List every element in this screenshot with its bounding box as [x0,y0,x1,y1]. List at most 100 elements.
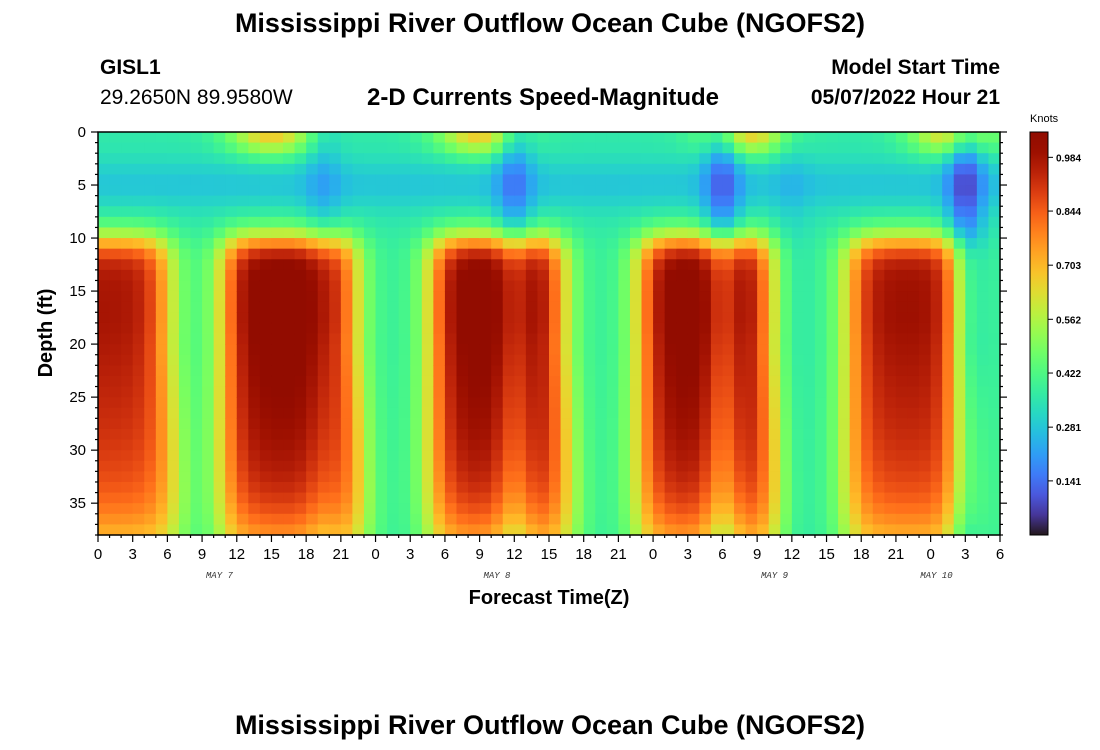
heatmap-cell [514,163,527,176]
heatmap-cell [225,354,238,366]
heatmap-cell [306,280,319,292]
heatmap-cell [687,163,700,176]
heatmap-cell [814,386,828,398]
heatmap-cell [213,386,226,398]
heatmap-cell [583,481,596,494]
heatmap-cell [687,142,700,154]
heatmap-cell [884,206,897,218]
heatmap-cell [826,174,839,186]
heatmap-cell [225,471,238,483]
heatmap-cell [433,132,446,144]
heatmap-cell [144,185,157,197]
heatmap-cell [421,344,434,356]
heatmap-cell [791,216,805,229]
heatmap-cell [248,142,261,154]
heatmap-cell [352,216,365,229]
heatmap-cell [768,397,781,409]
heatmap-cell [907,439,920,451]
heatmap-cell [884,216,897,229]
heatmap-cell [653,439,666,451]
heatmap-cell [676,312,689,324]
heatmap-cell [710,344,724,356]
heatmap-cell [734,216,747,229]
heatmap-cell [132,185,145,197]
heatmap-cell [884,312,897,324]
heatmap-cell [537,185,550,197]
heatmap-cell [213,301,226,313]
heatmap-cell [283,174,296,186]
colorbar-tick-label: 0.562 [1056,315,1081,326]
heatmap-cell [248,375,261,388]
heatmap-cell [849,524,862,536]
heatmap-cell [271,163,284,176]
heatmap-cell [976,365,990,377]
heatmap-cell [202,513,215,525]
heatmap-cell [479,153,492,165]
heatmap-cell [803,428,816,441]
heatmap-cell [202,450,215,462]
heatmap-cell [653,280,666,292]
heatmap-cell [710,386,724,398]
heatmap-cell [190,481,203,494]
heatmap-cell [583,428,596,441]
heatmap-cell [167,174,180,186]
heatmap-cell [976,418,990,430]
heatmap-cell [722,163,735,176]
heatmap-cell [271,248,284,260]
heatmap-cell [826,503,839,515]
heatmap-cell [734,460,747,472]
heatmap-cell [583,312,596,324]
heatmap-cell [202,153,215,165]
heatmap-cell [525,344,539,356]
heatmap-cell [780,450,793,462]
heatmap-cell [814,322,828,335]
heatmap-cell [202,386,215,398]
heatmap-cell [965,269,978,282]
heatmap-cell [456,291,469,303]
heatmap-cell [225,227,238,239]
heatmap-cell [375,513,388,525]
heatmap-cell [838,301,851,313]
heatmap-cell [202,524,215,536]
heatmap-cell [884,132,897,144]
heatmap-cell [317,132,330,144]
heatmap-cell [861,206,874,218]
heatmap-cell [676,280,689,292]
heatmap-cell [872,492,885,504]
heatmap-cell [919,418,932,430]
heatmap-cell [236,460,249,472]
heatmap-cell [919,174,932,186]
heatmap-cell [872,386,885,398]
heatmap-cell [907,344,920,356]
heatmap-cell [398,206,411,218]
heatmap-cell [363,142,377,154]
heatmap-cell [549,312,562,324]
heatmap-cell [410,481,423,494]
heatmap-cell [502,163,515,176]
heatmap-cell [895,428,909,441]
heatmap-cell [225,450,238,462]
heatmap-cell [294,269,307,282]
heatmap-cell [653,407,666,419]
heatmap-cell [109,248,122,260]
heatmap-cell [410,418,423,430]
heatmap-cell [549,513,562,525]
heatmap-cell [884,185,897,197]
heatmap-cell [780,312,793,324]
heatmap-cell [826,185,839,197]
heatmap-cell [537,153,550,165]
heatmap-cell [895,238,909,250]
heatmap-cell [410,513,423,525]
heatmap-cell [942,460,955,472]
heatmap-cell [213,333,226,345]
heatmap-cell [583,206,596,218]
heatmap-cell [722,206,735,218]
heatmap-cell [144,195,157,207]
heatmap-cell [178,322,192,335]
heatmap-cell [144,248,157,260]
heatmap-cell [803,386,816,398]
heatmap-cell [988,280,1001,292]
heatmap-cell [618,301,631,313]
heatmap-cell [641,439,654,451]
heatmap-cell [803,513,816,525]
